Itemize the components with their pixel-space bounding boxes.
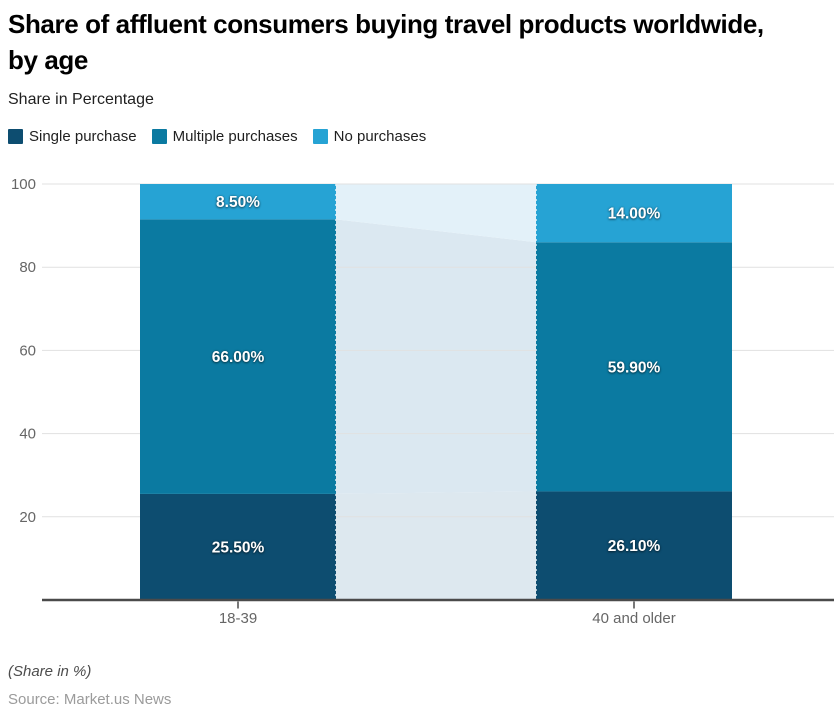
stacked-bar-chart: 25.50% 66.00% 8.50% 26.10% 59.90% 14.00% 20 40 6…: [11, 176, 834, 627]
connector-band: [336, 219, 536, 494]
legend-label: No purchases: [333, 128, 427, 145]
legend-swatch-no-purchases: [312, 129, 328, 144]
bar-value-label: 59.90%: [608, 359, 661, 376]
legend-swatch-single-purchase: [8, 129, 23, 144]
bar-segment[interactable]: [140, 184, 336, 220]
legend-swatch-multiple-purchases: [151, 129, 167, 144]
bar-value-label: 66.00%: [212, 349, 265, 366]
bar-segment[interactable]: [536, 242, 732, 492]
y-axis-tick-label: 100: [11, 176, 36, 193]
legend-item-single-purchase[interactable]: Single purchase: [8, 128, 137, 145]
legend-item-no-purchases[interactable]: No purchases: [312, 128, 427, 145]
x-axis-category-label: 18-39: [219, 610, 257, 627]
chart-title: Share of affluent consumers buying trave…: [8, 9, 764, 75]
y-axis-tick-label: 40: [19, 426, 36, 443]
footer-note: (Share in %): [8, 663, 92, 680]
legend-label: Multiple purchases: [172, 128, 298, 145]
x-axis-category-label: 40 and older: [592, 610, 675, 627]
connector-band: [336, 491, 536, 600]
y-axis-tick-label: 60: [19, 342, 36, 359]
bar-value-label: 8.50%: [216, 194, 260, 211]
bar-value-label: 26.10%: [608, 538, 661, 555]
bar-segment[interactable]: [536, 184, 732, 243]
chart-subtitle: Share in Percentage: [8, 91, 154, 108]
legend: Single purchase Multiple purchases No pu…: [8, 128, 426, 145]
bar-segment[interactable]: [140, 493, 336, 600]
bar-segment[interactable]: [140, 219, 336, 494]
connector-band: [336, 184, 536, 243]
bar-value-label: 14.00%: [608, 206, 661, 223]
footer-source: Source: Market.us News: [8, 691, 172, 708]
y-axis-tick-label: 20: [19, 509, 36, 526]
y-axis-tick-label: 80: [19, 259, 36, 276]
bar-segment[interactable]: [536, 491, 732, 600]
bar-value-label: 25.50%: [212, 539, 265, 556]
legend-label: Single purchase: [29, 128, 137, 145]
legend-item-multiple-purchases[interactable]: Multiple purchases: [151, 128, 298, 145]
